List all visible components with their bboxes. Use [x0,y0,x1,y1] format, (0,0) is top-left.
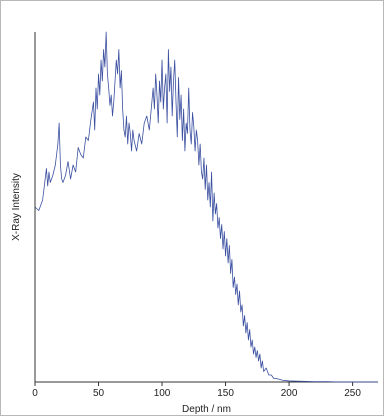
x-tick-label: 250 [344,388,361,399]
axes [34,32,378,383]
y-axis-title: X-Ray Intensity [11,173,22,241]
x-axis-title: Depth / nm [182,404,231,415]
x-tick-label: 100 [154,388,171,399]
series-line [34,31,378,383]
x-tick-label: 0 [32,388,38,399]
x-tick-label: 150 [217,388,234,399]
x-tick-label: 200 [281,388,298,399]
x-tick-label: 50 [93,388,105,399]
x-ticks: 0 50 100 150 200 250 [32,382,361,399]
